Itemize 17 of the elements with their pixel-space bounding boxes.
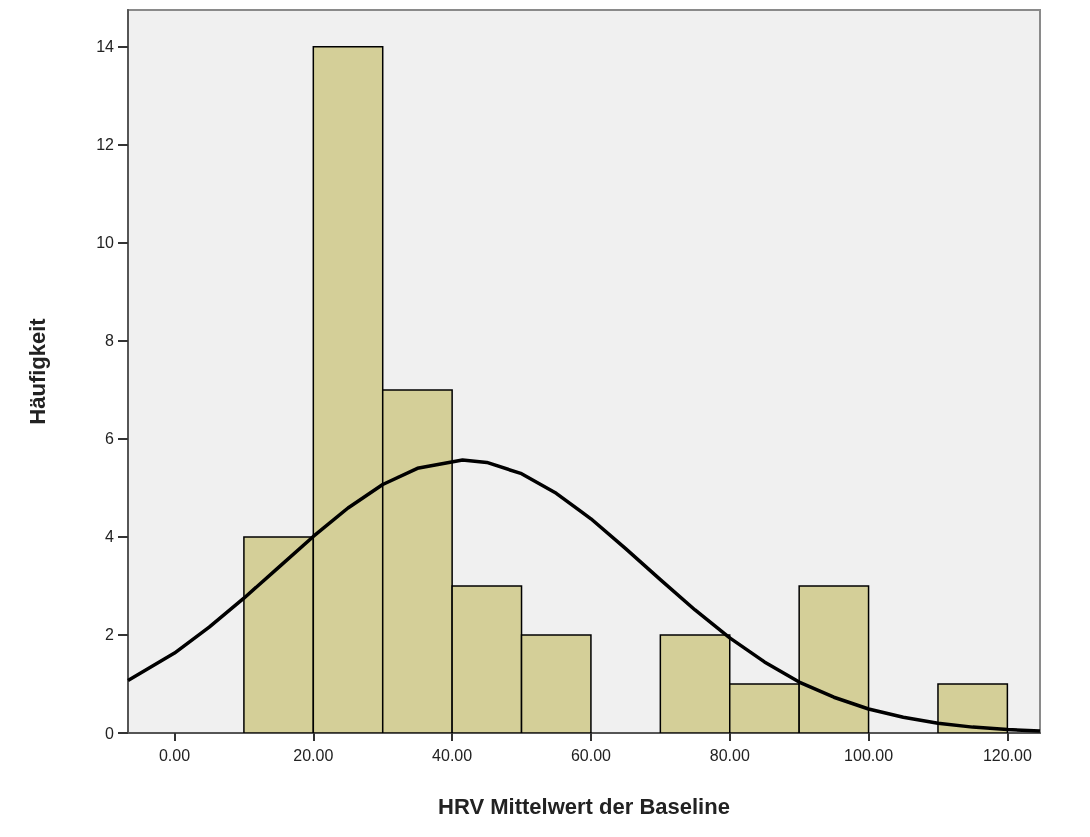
y-tick-label: 12 xyxy=(96,136,115,154)
y-tick-label: 8 xyxy=(105,332,115,350)
x-tick-label: 80.00 xyxy=(709,746,750,764)
y-tick-label: 2 xyxy=(105,626,115,644)
y-tick-label: 6 xyxy=(105,430,115,448)
x-axis-title: HRV Mittelwert der Baseline xyxy=(438,793,730,819)
x-tick-label: 120.00 xyxy=(982,746,1032,764)
x-tick-label: 0.00 xyxy=(158,746,191,764)
y-tick-label: 4 xyxy=(105,528,115,546)
y-tick-label: 10 xyxy=(96,234,115,252)
x-tick-label: 100.00 xyxy=(844,746,894,764)
x-tick-label: 20.00 xyxy=(293,746,334,764)
y-tick-label: 14 xyxy=(96,38,115,56)
y-tick-label: 0 xyxy=(105,724,115,742)
y-axis-title: Häufigkeit xyxy=(24,317,50,425)
x-tick-label: 60.00 xyxy=(570,746,612,764)
x-tick-label: 40.00 xyxy=(432,746,473,764)
